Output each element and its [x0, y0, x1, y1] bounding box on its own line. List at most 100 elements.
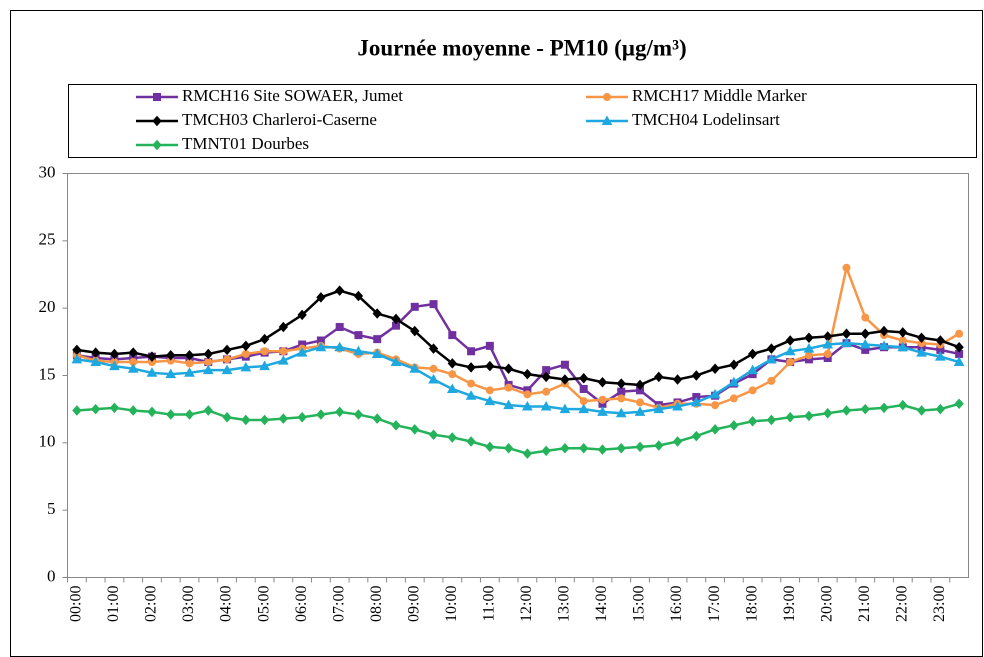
data-point	[465, 390, 477, 400]
legend-marker	[152, 115, 162, 127]
data-point	[822, 339, 834, 349]
x-tick-label: 11:00	[481, 586, 498, 622]
data-point	[560, 360, 569, 369]
data-point	[747, 348, 758, 360]
data-point	[466, 436, 476, 447]
data-point	[785, 411, 795, 423]
series-line	[76, 341, 960, 415]
data-point	[147, 351, 157, 362]
data-point	[935, 403, 946, 415]
data-point	[615, 407, 627, 418]
y-tick-label: 30	[39, 162, 56, 181]
data-point	[241, 349, 250, 358]
x-tick-label: 14:00	[593, 586, 610, 622]
x-tick-label: 05:00	[255, 586, 272, 622]
data-point	[353, 290, 364, 302]
data-point	[767, 376, 776, 385]
data-point	[953, 356, 965, 367]
data-point	[804, 351, 813, 360]
data-point	[90, 403, 101, 415]
data-point	[916, 332, 927, 344]
data-point	[466, 362, 476, 373]
data-point	[597, 406, 608, 416]
data-point	[636, 398, 645, 407]
data-point	[654, 440, 664, 451]
y-tick-label: 0	[47, 566, 56, 585]
data-point	[297, 411, 307, 423]
data-point	[166, 350, 176, 361]
data-point	[278, 355, 289, 365]
data-point	[935, 335, 946, 346]
data-point	[916, 347, 927, 357]
data-point	[72, 405, 82, 416]
data-point	[428, 343, 439, 354]
data-point	[429, 300, 438, 309]
data-point	[485, 441, 495, 453]
data-point	[203, 348, 213, 360]
data-point	[390, 356, 402, 367]
data-point	[710, 363, 720, 375]
data-point	[223, 355, 232, 364]
data-point	[860, 403, 870, 415]
data-point	[428, 429, 439, 441]
data-point	[372, 413, 382, 424]
data-point	[146, 367, 158, 377]
data-point	[166, 409, 176, 420]
data-point	[542, 387, 551, 396]
data-point	[842, 263, 851, 272]
data-point	[954, 341, 964, 353]
data-point	[128, 405, 138, 416]
legend-marker	[152, 139, 162, 151]
data-point	[841, 328, 852, 340]
data-point	[617, 387, 626, 396]
data-point	[448, 331, 457, 340]
x-tick-label: 08:00	[368, 586, 385, 622]
x-tick-label: 04:00	[218, 586, 235, 622]
data-point	[222, 411, 232, 423]
data-point	[598, 395, 607, 404]
data-point	[691, 370, 701, 381]
y-tick-label: 20	[39, 297, 56, 316]
data-point	[279, 347, 288, 356]
data-point	[240, 361, 252, 372]
data-point	[429, 364, 438, 373]
data-point	[541, 371, 551, 383]
data-point	[711, 401, 720, 410]
data-point	[560, 442, 570, 454]
data-point	[485, 341, 494, 350]
data-point	[503, 442, 514, 454]
data-point	[540, 400, 552, 411]
data-point	[522, 400, 533, 411]
data-point	[579, 442, 589, 454]
y-tick-label: 15	[39, 364, 56, 383]
y-tick-label: 25	[39, 230, 56, 249]
x-tick-label: 06:00	[293, 586, 310, 622]
x-tick-label: 17:00	[706, 586, 723, 622]
data-point	[335, 285, 345, 296]
legend-label: RMCH17 Middle Marker	[632, 86, 807, 105]
data-point	[635, 379, 645, 391]
chart-title: Journée moyenne - PM10 (µg/m³)	[357, 35, 686, 60]
data-point	[428, 374, 439, 384]
data-point	[616, 378, 626, 389]
y-tick-label: 10	[39, 432, 56, 451]
data-point	[278, 413, 289, 424]
data-point	[409, 363, 421, 373]
data-point	[467, 379, 476, 388]
data-point	[485, 360, 495, 372]
data-point	[353, 345, 364, 356]
data-point	[785, 335, 795, 346]
data-point	[447, 432, 457, 443]
data-point	[823, 407, 833, 419]
x-tick-label: 02:00	[143, 586, 160, 622]
data-point	[71, 353, 83, 364]
data-point	[579, 397, 588, 406]
x-tick-label: 10:00	[443, 586, 460, 622]
data-point	[878, 340, 890, 350]
data-point	[353, 409, 364, 420]
data-point	[634, 406, 646, 416]
data-point	[335, 406, 345, 418]
data-point	[222, 344, 232, 356]
data-point	[559, 403, 571, 414]
